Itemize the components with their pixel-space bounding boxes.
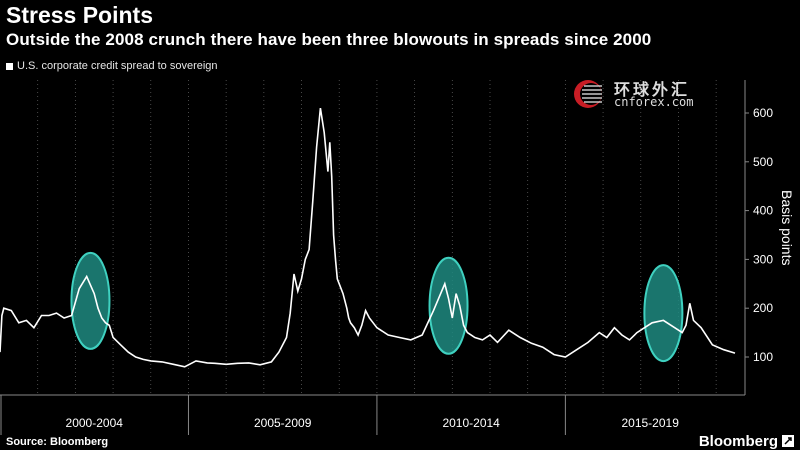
highlight-ellipse — [643, 264, 684, 363]
x-tick-label: 2015-2019 — [621, 416, 679, 430]
y-tick-label: 500 — [753, 155, 773, 169]
highlight-ellipses — [70, 251, 684, 363]
chart-subtitle: Outside the 2008 crunch there have been … — [6, 30, 652, 49]
highlight-ellipse — [428, 256, 469, 355]
highlight-ellipse — [70, 251, 111, 350]
x-tick-label: 2010-2014 — [442, 416, 500, 430]
legend-swatch — [6, 62, 13, 70]
chart-title: Stress Points — [6, 2, 153, 28]
brand-logo: Bloomberg — [698, 433, 778, 450]
legend: U.S. corporate credit spread to sovereig… — [6, 60, 218, 72]
grid-lines — [37, 80, 717, 395]
y-tick-label: 100 — [753, 350, 773, 364]
y-tick-label: 200 — [753, 301, 773, 315]
y-axis-label: Basis points — [779, 190, 795, 265]
x-tick-label: 2005-2009 — [254, 416, 312, 430]
y-axis: 100 200 300 400 500 600 — [744, 80, 773, 395]
watermark-cn: 环球外汇 — [614, 82, 691, 99]
watermark: 环球外汇 cnforex.com — [566, 74, 706, 114]
legend-label: U.S. corporate credit spread to sovereig… — [17, 60, 218, 72]
x-axis: 2000-2004 2005-2009 2010-2014 2015-2019 — [0, 394, 745, 435]
y-tick-label: 600 — [753, 106, 773, 120]
y-tick-label: 300 — [753, 252, 773, 266]
x-tick-label: 2000-2004 — [66, 416, 124, 430]
watermark-en: cnforex.com — [614, 95, 694, 109]
source-note: Source: Bloomberg — [6, 436, 109, 448]
series-line — [0, 107, 736, 368]
y-tick-label: 400 — [753, 204, 773, 218]
cnforex-logo-icon — [574, 80, 602, 108]
bloomberg-mark-icon — [782, 435, 794, 447]
